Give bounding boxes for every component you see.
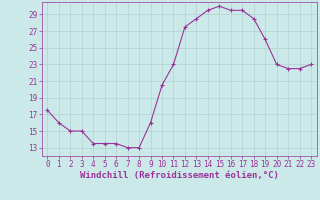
X-axis label: Windchill (Refroidissement éolien,°C): Windchill (Refroidissement éolien,°C) xyxy=(80,171,279,180)
